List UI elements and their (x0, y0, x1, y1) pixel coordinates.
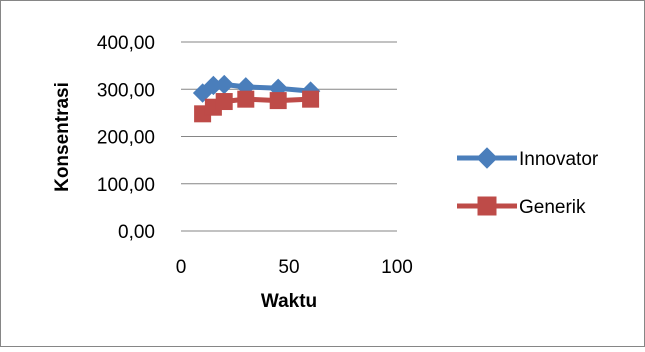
y-tick-label: 400,00 (97, 33, 155, 54)
legend-label: Innovator (519, 149, 599, 170)
gridlines (181, 41, 397, 232)
data-point-square (477, 196, 497, 216)
x-tick-label: 0 (176, 257, 187, 278)
x-tick-label: 100 (381, 257, 413, 278)
y-tick-label: 100,00 (97, 175, 155, 196)
data-point-square (237, 90, 255, 108)
x-axis-title: Waktu (261, 291, 317, 312)
series-generik (194, 90, 320, 123)
x-tick-label: 50 (278, 257, 299, 278)
legend-item: Innovator (457, 147, 599, 170)
legend-item: Generik (457, 196, 586, 218)
series (192, 74, 321, 123)
data-point-square (215, 93, 233, 111)
y-tick-label: 300,00 (97, 80, 155, 101)
y-tick-label: 0,00 (118, 222, 155, 243)
y-tick-label: 200,00 (97, 128, 155, 149)
legend: Innovator Generik (457, 147, 599, 218)
tick-labels: 0,00 100,00 200,00 300,00 400,00 0 50 100 (97, 33, 413, 278)
y-axis-title: Konsentrasi (52, 82, 73, 192)
data-point-square (302, 90, 320, 108)
data-point-diamond (476, 147, 498, 169)
legend-label: Generik (519, 197, 586, 218)
data-point-square (269, 92, 287, 110)
